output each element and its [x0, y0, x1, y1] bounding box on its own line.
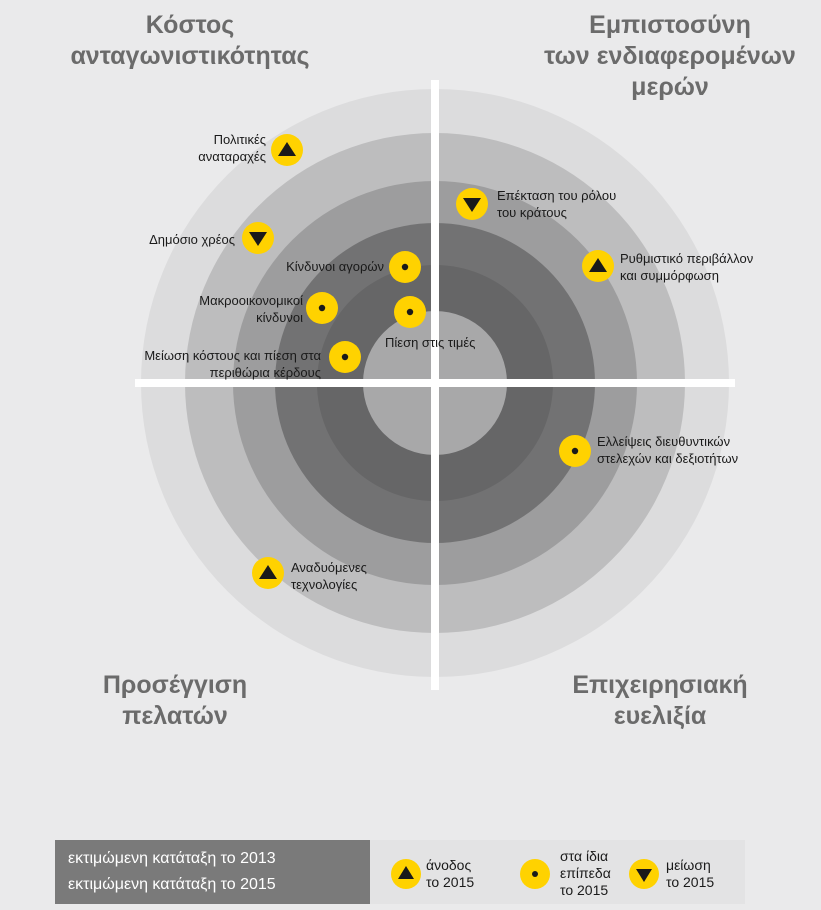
- risk-label-market-risks: Κίνδυνοι αγορών: [286, 259, 384, 274]
- risk-label-cost-reduction: Μείωση κόστους και πίεση στα περιθώρια κ…: [144, 348, 321, 380]
- risk-label-public-debt: Δημόσιο χρέος: [149, 232, 235, 247]
- legend-same-marker-icon: [520, 859, 550, 889]
- marker-regulatory-up-icon: [582, 250, 614, 282]
- legend-rank-2013: εκτιμώμενη κατάταξη το 2013: [68, 850, 276, 867]
- legend-trend-key: άνοδος το 2015 στα ίδια επίπεδα το 2015 …: [370, 840, 745, 904]
- risk-label-macroeconomic-risks: Μακροοικονομικοί κίνδυνοι: [199, 293, 303, 325]
- quadrant-title-cost-competitiveness: Κόστος ανταγωνιστικότητας: [70, 11, 310, 70]
- marker-talent-shortage-same-icon: [559, 435, 591, 467]
- legend-rank-2015: εκτιμώμενη κατάταξη το 2015: [68, 876, 276, 893]
- legend-down-marker-icon: [629, 859, 659, 889]
- marker-cost-reduction-same-icon: [329, 341, 361, 373]
- marker-public-debt-down-icon: [242, 222, 274, 254]
- risk-label-emerging-tech: Αναδυόμενες τεχνολογίες: [291, 560, 367, 592]
- quadrant-title-customer-approach: Προσέγγιση πελατών: [102, 671, 248, 730]
- legend-up-label: άνοδος το 2015: [426, 857, 475, 890]
- marker-macroeconomic-risks-same-icon: [306, 292, 338, 324]
- legend-down-label: μείωση το 2015: [666, 857, 715, 890]
- legend-ranking-box: εκτιμώμενη κατάταξη το 2013 εκτιμώμενη κ…: [55, 840, 370, 904]
- legend-same-label: στα ίδια επίπεδα το 2015: [560, 848, 611, 898]
- quadrant-title-stakeholder-trust: Εμπιστοσύνη των ενδιαφερομένων μερών: [544, 11, 796, 101]
- legend-up-marker-icon: [391, 859, 421, 889]
- risk-label-price-pressure: Πίεση στις τιμές: [385, 335, 476, 350]
- risk-label-talent-shortage: Ελλείψεις διευθυντικών στελεχών και δεξι…: [597, 434, 739, 466]
- risk-label-regulatory: Ρυθμιστικό περιβάλλον και συμμόρφωση: [620, 251, 754, 283]
- legend-marker-symbols: [391, 859, 659, 889]
- marker-state-role-down-icon: [456, 188, 488, 220]
- marker-political-unrest-up-icon: [271, 134, 303, 166]
- risk-label-political-unrest: Πολιτικές αναταραχές: [198, 132, 266, 164]
- risk-markers: [242, 134, 614, 589]
- marker-price-pressure-same-icon: [394, 296, 426, 328]
- marker-emerging-tech-up-icon: [252, 557, 284, 589]
- marker-market-risks-same-icon: [389, 251, 421, 283]
- legend: εκτιμώμενη κατάταξη το 2013 εκτιμώμενη κ…: [55, 840, 745, 904]
- axis-horizontal: [135, 379, 735, 387]
- risk-label-state-role: Επέκταση του ρόλου του κράτους: [497, 188, 617, 220]
- quadrant-title-operational-agility: Επιχειρησιακή ευελιξία: [572, 671, 748, 730]
